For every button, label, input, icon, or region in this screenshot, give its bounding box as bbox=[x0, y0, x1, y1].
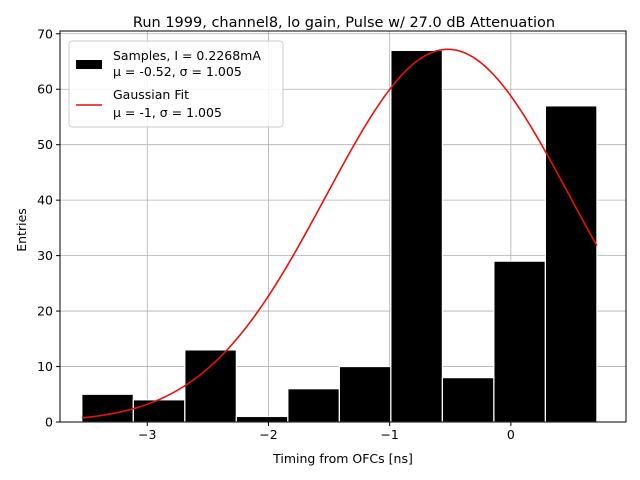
histogram-bar-9 bbox=[493, 260, 547, 423]
y-tick-label: 0 bbox=[45, 415, 53, 430]
histogram-bar-3 bbox=[184, 349, 237, 423]
y-tick-label: 30 bbox=[37, 248, 53, 263]
histogram-bar-5 bbox=[287, 388, 340, 423]
legend: Samples, I = 0.2268mA μ = -0.52, σ = 1.0… bbox=[68, 40, 284, 128]
plot-frame bbox=[59, 30, 627, 423]
y-axis-ticks: 0 10 20 30 40 50 60 70 bbox=[37, 26, 60, 430]
y-tick-label: 50 bbox=[37, 137, 53, 152]
histogram-bars bbox=[81, 49, 598, 423]
legend-label-fit-line2: μ = -1, σ = 1.005 bbox=[113, 105, 222, 120]
legend-label-samples-line2: μ = -0.52, σ = 1.005 bbox=[113, 64, 242, 79]
legend-box bbox=[68, 40, 284, 128]
y-tick-label: 10 bbox=[37, 359, 53, 374]
x-tick-label: −2 bbox=[259, 427, 277, 442]
y-tick-label: 20 bbox=[37, 304, 53, 319]
histogram-bar-2 bbox=[132, 399, 186, 423]
y-tick-label: 70 bbox=[37, 26, 53, 41]
x-tick-label: 0 bbox=[507, 427, 515, 442]
gaussian-fit-line bbox=[81, 48, 598, 419]
grid-lines bbox=[60, 31, 626, 423]
x-axis-label: Timing from OFCs [ns] bbox=[272, 451, 413, 466]
x-axis-ticks: −3 −2 −1 0 bbox=[138, 422, 515, 442]
legend-label-samples-line1: Samples, I = 0.2268mA bbox=[113, 48, 261, 63]
histogram-bar-8 bbox=[441, 377, 495, 423]
legend-swatch-samples bbox=[76, 60, 102, 69]
chart-title: Run 1999, channel8, lo gain, Pulse w/ 27… bbox=[133, 15, 555, 31]
x-tick-label: −1 bbox=[380, 427, 398, 442]
y-axis-label: Entries bbox=[14, 208, 29, 252]
histogram-bar-6 bbox=[338, 365, 392, 423]
histogram-bar-7 bbox=[390, 49, 443, 423]
legend-label-fit-line1: Gaussian Fit bbox=[113, 87, 189, 102]
y-tick-label: 40 bbox=[37, 193, 53, 208]
x-tick-label: −3 bbox=[138, 427, 156, 442]
histogram-bar-10 bbox=[544, 105, 598, 423]
y-tick-label: 60 bbox=[37, 82, 53, 97]
histogram-bar-4 bbox=[235, 415, 289, 423]
